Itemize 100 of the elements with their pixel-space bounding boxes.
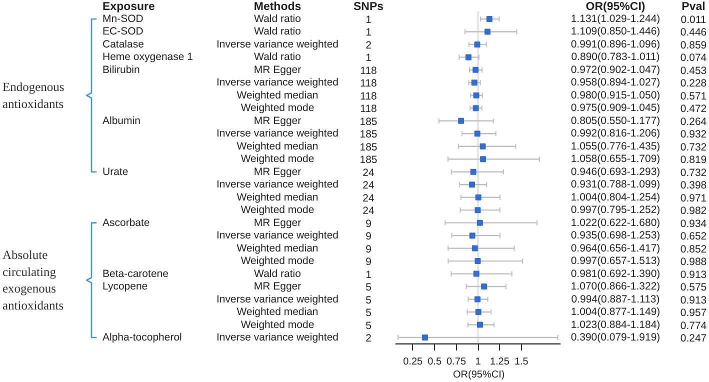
text: 1 <box>366 14 372 26</box>
text: 0.228 <box>680 78 707 90</box>
data-label: 0.390(0.079-1.919) <box>570 331 660 344</box>
y-tick-label: Wald ratio <box>254 51 302 64</box>
point <box>474 130 480 137</box>
y-tick-label: Inverse variance weighted <box>216 128 339 140</box>
text: 0.934 <box>680 218 707 230</box>
text: 9 <box>366 218 372 230</box>
text: Absolute circulating exogenous antioxidants <box>2 248 64 312</box>
text: 0.652 <box>680 230 707 243</box>
y-tick-label: Wald ratio <box>254 268 302 280</box>
data-label: 1.131(1.029-1.244) <box>570 12 660 25</box>
point <box>474 207 481 214</box>
data-label: 0.981(0.692-1.390) <box>570 268 660 280</box>
text: 0.453 <box>680 64 707 77</box>
y-tick-label: MR Egger <box>254 64 302 76</box>
y-tick-label: Wald ratio <box>254 26 302 38</box>
data-label: 1.058(0.655-1.709) <box>570 153 660 166</box>
text: 2 <box>366 39 372 52</box>
point <box>474 258 481 264</box>
y-tick-label: Wald ratio <box>254 12 302 25</box>
text: 1 <box>366 26 372 39</box>
data-label: 0.935(0.698-1.253) <box>570 230 660 242</box>
text: 0.852 <box>680 243 707 256</box>
text: 0.472 <box>680 103 707 116</box>
text: 0.074 <box>680 52 707 64</box>
text: Alpha-tocopherol <box>102 331 182 344</box>
text: 0.264 <box>680 116 707 128</box>
point <box>422 334 428 340</box>
text: 0.859 <box>680 39 707 52</box>
text: 0.957 <box>680 307 707 320</box>
text: 0.398 <box>680 180 707 192</box>
point <box>475 309 482 316</box>
point <box>472 245 478 252</box>
text: Bilirubin <box>102 64 140 76</box>
data-label: 1.004(0.804-1.254) <box>570 191 660 204</box>
text: 0.913 <box>680 268 707 281</box>
text: Catalase <box>102 38 144 50</box>
data-label: 0.946(0.693-1.293) <box>570 166 660 178</box>
data-label: 0.975(0.909-1.045) <box>570 102 660 114</box>
y-tick-label: Weighted mode <box>240 153 314 166</box>
x-tick-label: 0.75 <box>446 356 466 368</box>
y-tick-label: MR Egger <box>254 166 302 178</box>
data-label: 0.980(0.915-1.050) <box>570 89 660 102</box>
x-tick-label: 0.5 <box>428 356 442 368</box>
point <box>471 80 478 86</box>
data-label: 0.994(0.887-1.113) <box>571 293 660 306</box>
point <box>473 92 480 98</box>
text: 5 <box>366 282 372 294</box>
text: 0.446 <box>680 26 707 39</box>
data-label: 0.958(0.894-1.027) <box>570 76 660 89</box>
text: 24 <box>362 205 374 218</box>
x-axis-title: OR(95%CI) <box>453 370 505 380</box>
data-label: 1.055(0.776-1.435) <box>570 140 660 152</box>
point <box>472 66 479 73</box>
text: 5 <box>366 307 372 320</box>
y-tick-label: Weighted median <box>236 306 318 318</box>
text: 9 <box>366 256 372 268</box>
point <box>480 143 486 150</box>
data-label: 0.992(0.816-1.206) <box>570 128 660 140</box>
data-label: 1.023(0.884-1.184) <box>570 318 660 331</box>
data-label: 0.931(0.788-1.099) <box>570 178 660 191</box>
data-label: 1.022(0.622-1.680) <box>570 216 660 229</box>
text: 1 <box>366 52 372 64</box>
data-label: 0.997(0.795-1.252) <box>570 204 660 216</box>
data-label: 0.890(0.783-1.011) <box>571 51 660 64</box>
text: Pval <box>682 0 706 13</box>
y-tick-label: Inverse variance weighted <box>216 293 339 306</box>
text: OR(95%CI) <box>586 0 646 13</box>
x-tick-label: 1.5 <box>514 356 529 368</box>
point <box>476 220 483 226</box>
text: 0.913 <box>680 294 707 306</box>
y-tick-label: Weighted mode <box>240 102 314 114</box>
y-tick-label: Inverse variance weighted <box>216 76 339 89</box>
text: 0.971 <box>680 192 707 204</box>
text: 118 <box>360 90 378 102</box>
text: 24 <box>362 180 374 192</box>
text: Mn-SOD <box>102 12 144 25</box>
text: Exposure <box>102 0 155 13</box>
text: 185 <box>360 141 378 154</box>
text: 0.732 <box>680 166 707 179</box>
text: 0.247 <box>680 332 707 344</box>
text: Endogenous antioxidants <box>2 80 64 111</box>
point <box>465 54 472 60</box>
point <box>475 194 482 200</box>
text: 0.988 <box>680 256 707 268</box>
text: 0.932 <box>680 128 707 141</box>
text: 0.575 <box>680 282 707 294</box>
y-tick-label: Weighted median <box>236 242 318 254</box>
y-tick-label: MR Egger <box>254 280 302 293</box>
data-label: 0.997(0.657-1.513) <box>570 255 660 268</box>
data-label: 1.109(0.850-1.446) <box>570 26 660 38</box>
text: 0.011 <box>680 14 706 26</box>
x-tick-label: 1 <box>475 356 482 368</box>
text: 0.732 <box>680 141 707 154</box>
text: 5 <box>366 294 372 306</box>
point <box>458 118 464 124</box>
text: Urate <box>102 166 128 178</box>
point <box>481 284 488 290</box>
text: 24 <box>362 166 374 179</box>
